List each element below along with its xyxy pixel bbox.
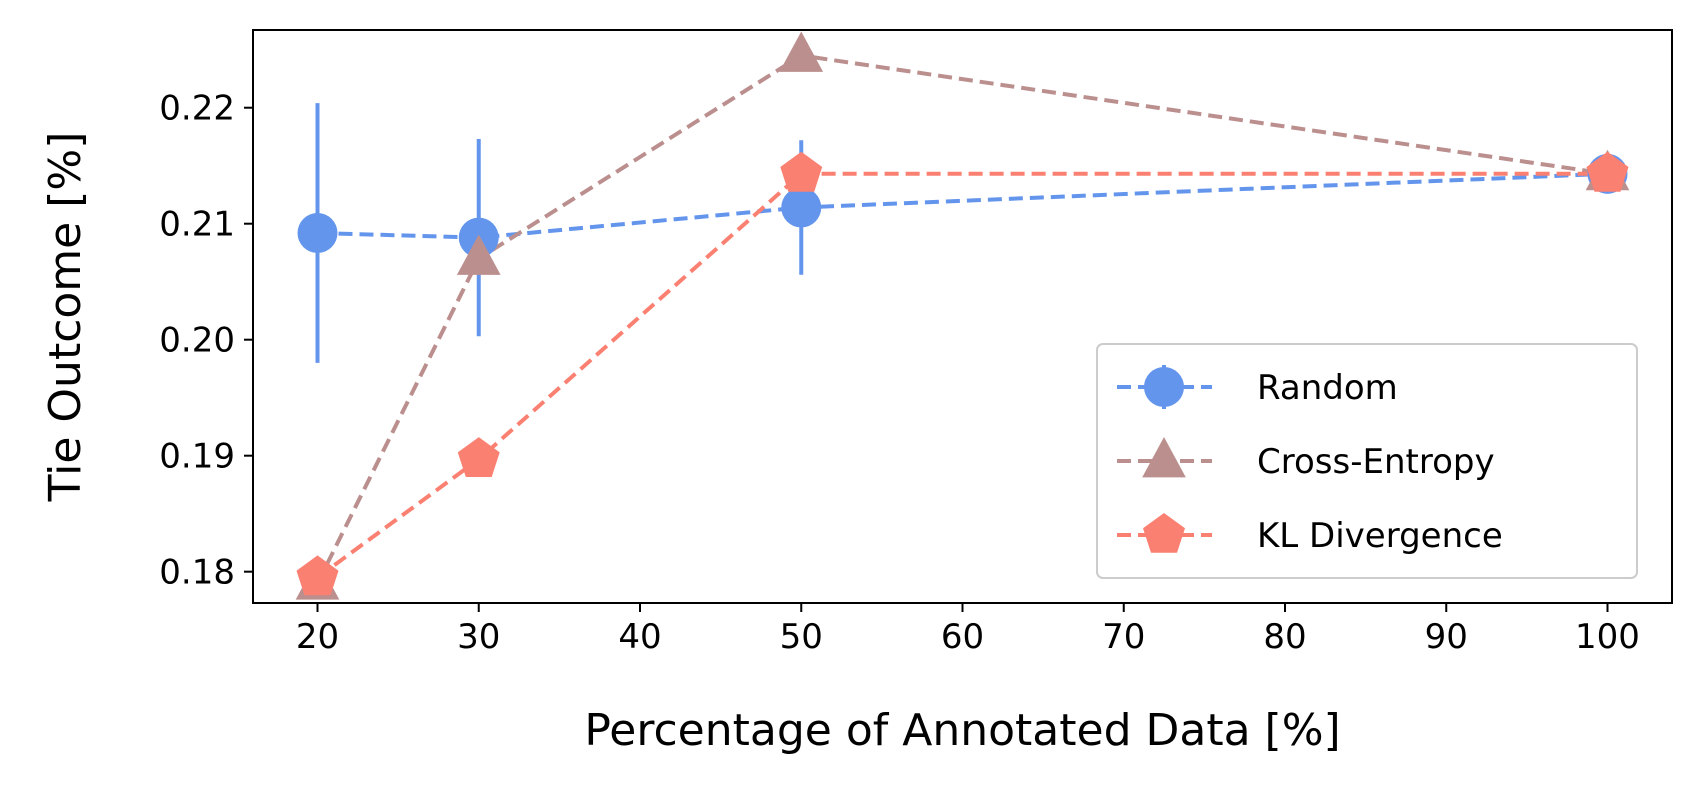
series-random <box>315 103 1608 363</box>
x-tick-label: 100 <box>1575 617 1640 657</box>
legend: Random Cross-Entropy KL Divergence <box>1096 343 1638 579</box>
x-tick-label: 90 <box>1425 617 1468 657</box>
x-tick-label: 40 <box>618 617 661 657</box>
x-tick-label: 80 <box>1263 617 1306 657</box>
x-tick-label: 30 <box>457 617 500 657</box>
legend-marker <box>1143 513 1185 553</box>
legend-entry: KL Divergence <box>1117 513 1503 556</box>
series-markers <box>297 153 1628 258</box>
legend-marker <box>1142 436 1186 478</box>
series-kl-divergence <box>316 171 1608 580</box>
x-tick-label: 60 <box>941 617 984 657</box>
data-point <box>1586 151 1629 192</box>
y-tick-label: 0.18 <box>159 553 235 593</box>
y-tick-label: 0.19 <box>159 437 235 477</box>
data-point <box>456 234 501 275</box>
series-line <box>315 53 1608 585</box>
x-tick-label: 50 <box>780 617 823 657</box>
series-line <box>316 171 1608 580</box>
y-tick-label: 0.20 <box>159 321 235 361</box>
legend-marker <box>1144 367 1184 407</box>
data-point <box>779 31 824 72</box>
series-markers <box>296 151 1629 596</box>
series-line <box>317 171 1608 240</box>
plot-area <box>252 29 1673 604</box>
data-point <box>297 212 338 253</box>
y-tick-label: 0.21 <box>159 205 235 245</box>
series-group <box>295 31 1630 600</box>
x-tick-label: 70 <box>1102 617 1145 657</box>
legend-entry: Random <box>1117 365 1398 409</box>
legend-label: Random <box>1257 368 1398 408</box>
y-axis-label: Tie Outcome [%] <box>40 132 91 503</box>
legend-box <box>1096 343 1638 579</box>
axis-ticks: 20 30 40 50 60 70 80 90 100 0.18 0.19 0.20 0.21 0.22 <box>159 89 1640 657</box>
y-tick-label: 0.22 <box>159 89 235 129</box>
series-cross-entropy <box>315 53 1608 585</box>
x-axis-label: Percentage of Annotated Data [%] <box>584 705 1340 756</box>
data-point <box>457 437 500 477</box>
data-point <box>780 151 823 192</box>
legend-entry: Cross-Entropy <box>1117 436 1495 482</box>
data-point <box>781 187 822 228</box>
legend-label: KL Divergence <box>1257 516 1503 556</box>
data-point <box>296 555 339 596</box>
x-tick-label: 20 <box>296 617 339 657</box>
legend-label: Cross-Entropy <box>1257 442 1495 482</box>
